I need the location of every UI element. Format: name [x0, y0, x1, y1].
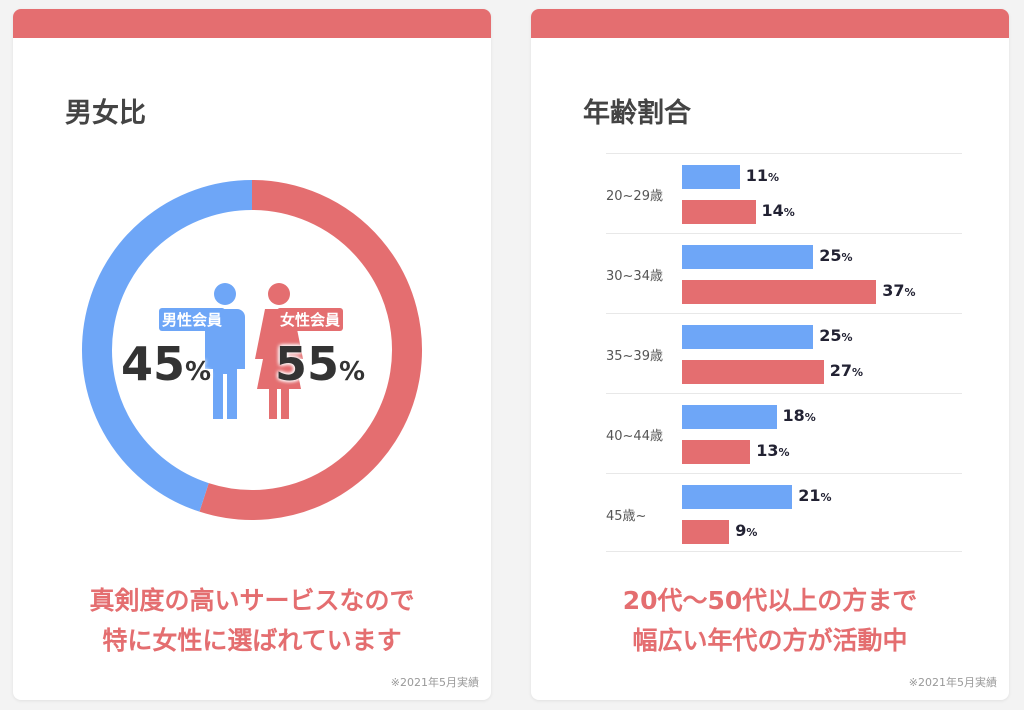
footnote: ※2021年5月実績	[390, 676, 479, 689]
age-row: 35~39歳 25% 27%	[606, 313, 962, 394]
male-bar	[682, 325, 814, 349]
age-row: 45歳~ 21% 9%	[606, 473, 962, 554]
age-card: 年齢割合 20~29歳 11% 14% 30~34歳 25% 37% 35~39歳 …	[531, 9, 1009, 700]
age-label: 20~29歳	[606, 189, 663, 204]
female-bar	[682, 440, 751, 464]
age-label: 40~44歳	[606, 429, 663, 444]
age-title: 年齢割合	[583, 98, 691, 129]
female-value-label: 27%	[829, 361, 864, 380]
gender-card: 男女比 男性会員 女性会員 45% 55% 真剣度の高いサービスなので 特に女性に…	[13, 9, 491, 700]
female-bar	[682, 360, 824, 384]
gender-caption: 真剣度の高いサービスなので 特に女性に選ばれています	[89, 586, 415, 655]
female-bar	[682, 200, 756, 224]
male-bar	[682, 485, 793, 509]
footnote: ※2021年5月実績	[908, 676, 997, 689]
age-label: 30~34歳	[606, 269, 663, 284]
female-value-label: 13%	[756, 441, 790, 460]
male-value-label: 25%	[819, 246, 853, 265]
male-value-label: 25%	[819, 326, 853, 345]
female-figure-icon	[255, 283, 303, 419]
male-value-label: 18%	[782, 406, 816, 425]
age-label: 45歳~	[606, 509, 647, 524]
card-header-band	[531, 9, 1009, 38]
gender-donut	[82, 180, 422, 520]
card-header-band	[13, 9, 491, 38]
age-row: 20~29歳 11% 14%	[606, 153, 962, 234]
gender-title: 男女比	[65, 98, 146, 129]
female-value-label: 9%	[735, 521, 758, 540]
female-bar	[682, 280, 877, 304]
male-percent: 45%	[121, 337, 212, 391]
male-bar	[682, 245, 814, 269]
female-value-label: 37%	[882, 281, 916, 300]
age-caption: 20代〜50代以上の方まで 幅広い年代の方が活動中	[622, 586, 918, 655]
male-figure-icon	[197, 283, 245, 419]
male-bar	[682, 165, 740, 189]
male-value-label: 11%	[745, 166, 780, 185]
age-label: 35~39歳	[606, 349, 663, 364]
female-percent: 55%	[275, 337, 366, 391]
male-bar	[682, 405, 777, 429]
female-label: 女性会員	[277, 308, 344, 331]
age-row: 30~34歳 25% 37%	[606, 233, 962, 314]
chart-bottom-divider	[606, 551, 962, 552]
female-bar	[682, 520, 730, 544]
female-value-label: 14%	[761, 201, 795, 220]
age-row: 40~44歳 18% 13%	[606, 393, 962, 474]
male-donut-slice	[82, 180, 253, 512]
male-label: 男性会員	[159, 308, 226, 331]
male-value-label: 21%	[798, 486, 832, 505]
female-donut-slice	[199, 180, 422, 520]
